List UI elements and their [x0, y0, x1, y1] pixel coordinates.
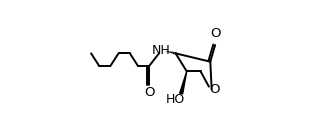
Polygon shape — [180, 71, 187, 94]
Text: O: O — [211, 27, 221, 40]
Text: O: O — [209, 83, 220, 96]
Text: O: O — [144, 86, 155, 99]
Text: HO: HO — [166, 93, 185, 106]
Text: NH: NH — [151, 44, 170, 57]
